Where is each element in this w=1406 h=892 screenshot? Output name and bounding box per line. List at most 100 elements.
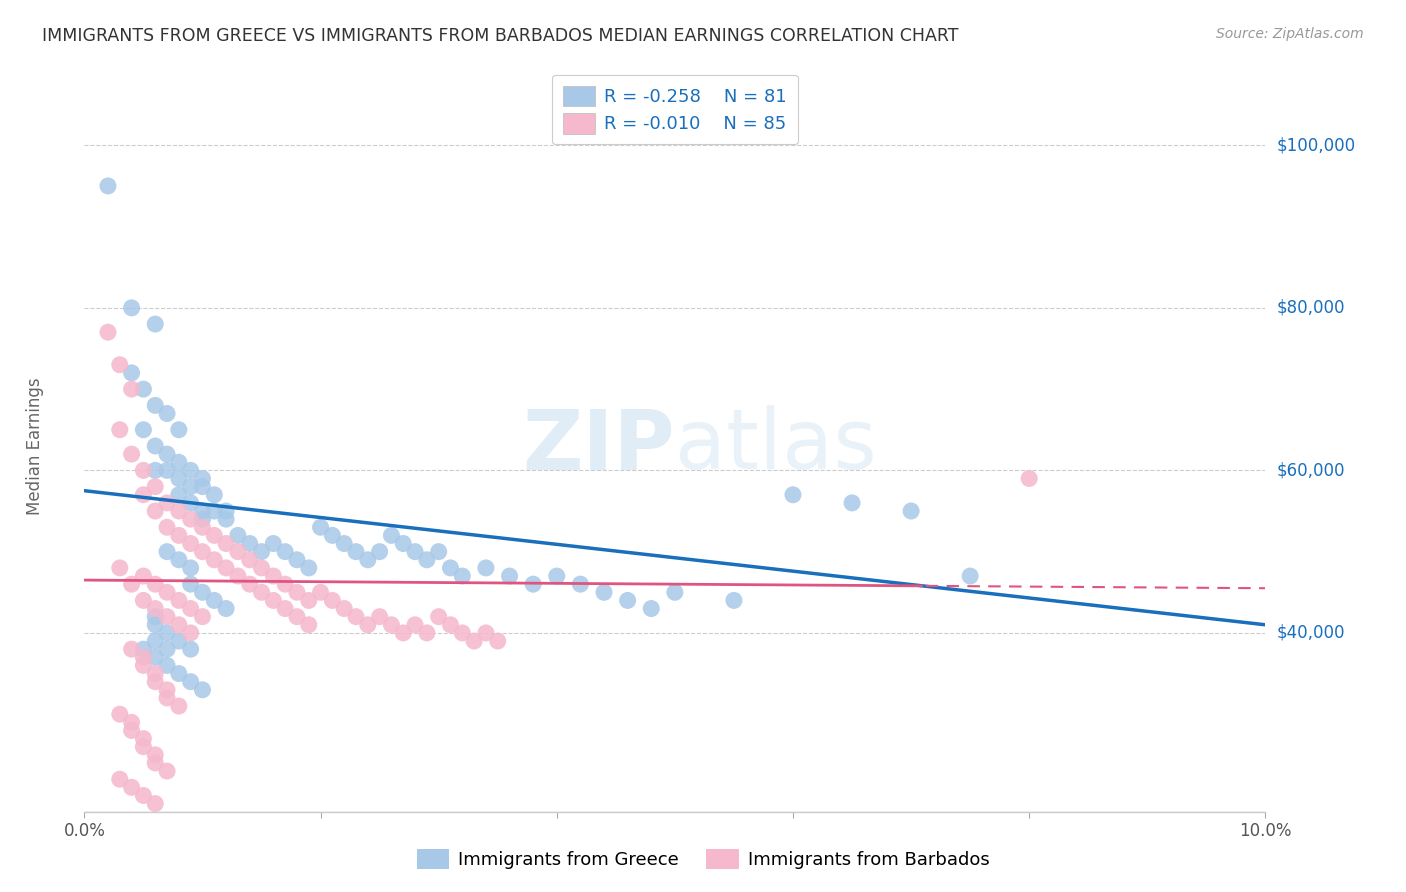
Point: [156, 764, 179, 778]
Point: [191, 512, 214, 526]
Point: [180, 601, 202, 615]
Point: [143, 601, 166, 615]
Point: [132, 739, 155, 754]
Text: Source: ZipAtlas.com: Source: ZipAtlas.com: [1216, 27, 1364, 41]
Point: [416, 553, 439, 567]
Point: [167, 504, 190, 518]
Point: [167, 471, 190, 485]
Legend: R = -0.258    N = 81, R = -0.010    N = 85: R = -0.258 N = 81, R = -0.010 N = 85: [553, 75, 797, 145]
Point: [416, 626, 439, 640]
Point: [309, 520, 332, 534]
Point: [486, 634, 509, 648]
Point: [274, 601, 297, 615]
Point: [132, 658, 155, 673]
Point: [167, 617, 190, 632]
Point: [121, 780, 143, 795]
Point: [250, 561, 273, 575]
Point: [427, 544, 450, 558]
Point: [298, 593, 321, 607]
Text: ZIP: ZIP: [523, 406, 675, 486]
Point: [132, 382, 155, 396]
Point: [451, 626, 474, 640]
Point: [723, 593, 745, 607]
Point: [616, 593, 638, 607]
Point: [215, 512, 238, 526]
Point: [167, 699, 190, 714]
Point: [404, 544, 426, 558]
Point: [900, 504, 922, 518]
Point: [250, 544, 273, 558]
Point: [309, 585, 332, 599]
Point: [167, 488, 190, 502]
Point: [191, 520, 214, 534]
Point: [97, 325, 120, 339]
Point: [143, 317, 166, 331]
Point: [121, 642, 143, 657]
Point: [143, 650, 166, 665]
Point: [156, 658, 179, 673]
Point: [321, 593, 343, 607]
Point: [121, 715, 143, 730]
Text: atlas: atlas: [675, 406, 876, 486]
Point: [498, 569, 520, 583]
Point: [143, 634, 166, 648]
Point: [156, 642, 179, 657]
Point: [215, 601, 238, 615]
Point: [202, 504, 225, 518]
Point: [262, 569, 284, 583]
Point: [333, 601, 356, 615]
Point: [475, 626, 498, 640]
Point: [274, 577, 297, 591]
Point: [108, 358, 131, 372]
Point: [298, 617, 321, 632]
Point: [143, 463, 166, 477]
Point: [321, 528, 343, 542]
Point: [108, 561, 131, 575]
Point: [404, 617, 426, 632]
Point: [121, 577, 143, 591]
Point: [250, 585, 273, 599]
Point: [143, 480, 166, 494]
Point: [156, 585, 179, 599]
Point: [569, 577, 592, 591]
Point: [262, 593, 284, 607]
Point: [108, 423, 131, 437]
Point: [156, 447, 179, 461]
Point: [180, 561, 202, 575]
Point: [380, 528, 402, 542]
Point: [664, 585, 686, 599]
Point: [132, 463, 155, 477]
Point: [121, 447, 143, 461]
Point: [121, 723, 143, 738]
Point: [143, 398, 166, 412]
Point: [392, 536, 415, 550]
Point: [180, 480, 202, 494]
Point: [132, 488, 155, 502]
Point: [191, 480, 214, 494]
Point: [180, 463, 202, 477]
Point: [156, 682, 179, 697]
Point: [344, 609, 367, 624]
Point: [285, 585, 308, 599]
Point: [121, 366, 143, 380]
Point: [167, 423, 190, 437]
Legend: Immigrants from Greece, Immigrants from Barbados: Immigrants from Greece, Immigrants from …: [408, 839, 998, 879]
Text: $40,000: $40,000: [1277, 624, 1346, 642]
Point: [156, 626, 179, 640]
Point: [841, 496, 863, 510]
Point: [226, 569, 249, 583]
Point: [215, 504, 238, 518]
Point: [202, 528, 225, 542]
Point: [143, 577, 166, 591]
Point: [180, 536, 202, 550]
Point: [191, 544, 214, 558]
Point: [132, 642, 155, 657]
Point: [191, 682, 214, 697]
Point: [156, 463, 179, 477]
Point: [333, 536, 356, 550]
Point: [143, 504, 166, 518]
Point: [368, 609, 391, 624]
Point: [180, 577, 202, 591]
Point: [180, 626, 202, 640]
Point: [167, 553, 190, 567]
